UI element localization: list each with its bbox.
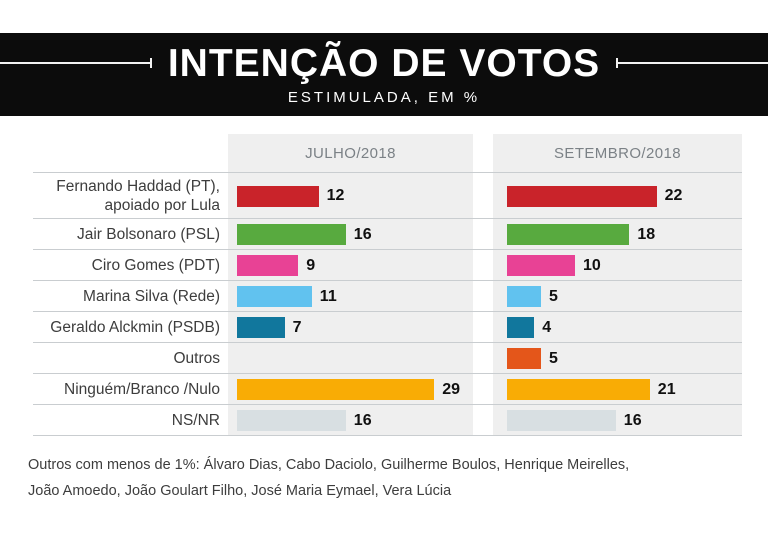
- value-label: 12: [326, 187, 345, 204]
- value-label: 7: [292, 318, 302, 336]
- chart-area: JULHO/2018 SETEMBRO/2018 Fernando Haddad…: [0, 134, 768, 436]
- title-rule-left: [0, 58, 152, 68]
- bar-setembro: [507, 348, 541, 369]
- column-gap: [473, 312, 493, 343]
- bar-setembro: [507, 410, 616, 431]
- cell-julho: [228, 343, 473, 374]
- bar-setembro: [507, 185, 657, 207]
- bar-julho: [237, 379, 435, 400]
- column-gap: [473, 134, 493, 173]
- column-gap: [473, 173, 493, 219]
- header-banner: INTENÇÃO DE VOTOS ESTIMULADA, EM %: [0, 33, 768, 116]
- cell-setembro: 5: [493, 281, 742, 312]
- chart-rows: Fernando Haddad (PT), apoiado por Lula 12 2…: [0, 173, 768, 436]
- chart-row: Marina Silva (Rede) 11 5: [0, 281, 768, 312]
- value-label: 29: [442, 380, 460, 398]
- chart-title: INTENÇÃO DE VOTOS: [167, 41, 601, 85]
- row-label: Ninguém/Branco /Nulo: [64, 380, 220, 398]
- value-label: 16: [353, 225, 372, 243]
- column-gap: [473, 281, 493, 312]
- title-row: INTENÇÃO DE VOTOS: [0, 44, 768, 83]
- footnote-line-1: Outros com menos de 1%: Álvaro Dias, Cab…: [28, 457, 630, 473]
- column-gap: [473, 343, 493, 374]
- value-label: 9: [306, 256, 316, 274]
- chart-row: Geraldo Alckmin (PSDB) 7 4: [0, 312, 768, 343]
- bar-julho: [237, 317, 285, 338]
- cell-julho: 16: [228, 405, 473, 436]
- row-label: Jair Bolsonaro (PSL): [76, 225, 220, 243]
- column-header-setembro: SETEMBRO/2018: [493, 134, 742, 173]
- bar-julho: [237, 255, 299, 276]
- chart-row: Outros 5: [0, 343, 768, 374]
- value-label: 16: [353, 411, 372, 429]
- bar-setembro: [507, 286, 541, 307]
- value-label: 21: [657, 380, 676, 398]
- value-label: 22: [664, 187, 683, 204]
- chart-row: Ciro Gomes (PDT) 9 10: [0, 250, 768, 281]
- value-label: 10: [583, 256, 601, 274]
- column-header-spacer: [0, 134, 228, 173]
- value-label: 5: [549, 349, 558, 367]
- column-header-row: JULHO/2018 SETEMBRO/2018: [0, 134, 768, 173]
- row-label: Outros: [173, 349, 220, 367]
- cell-julho: 9: [228, 250, 473, 281]
- chart-row: Jair Bolsonaro (PSL) 16 18: [0, 219, 768, 250]
- column-gap: [473, 374, 493, 405]
- value-label: 5: [549, 287, 558, 305]
- row-label: Fernando Haddad (PT), apoiado por Lula: [56, 177, 220, 214]
- bar-setembro: [507, 379, 650, 400]
- value-label: 18: [637, 225, 656, 243]
- chart-row: NS/NR 16 16: [0, 405, 768, 436]
- cell-setembro: 22: [493, 173, 742, 219]
- bar-julho: [237, 224, 346, 245]
- cell-julho: 11: [228, 281, 473, 312]
- column-gap: [473, 250, 493, 281]
- value-label: 4: [542, 318, 552, 336]
- chart-row: Ninguém/Branco /Nulo 29 21: [0, 374, 768, 405]
- row-label: Geraldo Alckmin (PSDB): [50, 318, 220, 336]
- cell-julho: 12: [228, 173, 473, 219]
- cell-setembro: 18: [493, 219, 742, 250]
- footnote: Outros com menos de 1%: Álvaro Dias, Cab…: [28, 453, 768, 504]
- bar-setembro: [507, 317, 535, 338]
- bar-julho: [237, 185, 319, 207]
- footnote-line-2: João Amoedo, João Goulart Filho, José Ma…: [28, 482, 452, 499]
- cell-setembro: 10: [493, 250, 742, 281]
- cell-setembro: 21: [493, 374, 742, 405]
- cell-setembro: 16: [493, 405, 742, 436]
- row-label: Marina Silva (Rede): [83, 287, 220, 305]
- column-gap: [473, 405, 493, 436]
- chart-row: Fernando Haddad (PT), apoiado por Lula 12 2…: [0, 173, 768, 219]
- bar-julho: [237, 410, 346, 431]
- cell-julho: 7: [228, 312, 473, 343]
- bar-setembro: [507, 255, 575, 276]
- row-label: NS/NR: [171, 411, 220, 429]
- column-gap: [473, 219, 493, 250]
- infographic-page: INTENÇÃO DE VOTOS ESTIMULADA, EM % JULHO…: [0, 33, 768, 545]
- value-label: 16: [623, 411, 642, 429]
- bar-setembro: [507, 224, 630, 245]
- title-rule-right: [616, 58, 768, 68]
- row-label: Ciro Gomes (PDT): [91, 256, 220, 274]
- value-label: 11: [319, 287, 337, 305]
- cell-julho: 16: [228, 219, 473, 250]
- chart-subtitle: ESTIMULADA, EM %: [287, 88, 481, 106]
- bar-julho: [237, 286, 312, 307]
- column-header-julho: JULHO/2018: [228, 134, 473, 173]
- cell-setembro: 4: [493, 312, 742, 343]
- cell-julho: 29: [228, 374, 473, 405]
- cell-setembro: 5: [493, 343, 742, 374]
